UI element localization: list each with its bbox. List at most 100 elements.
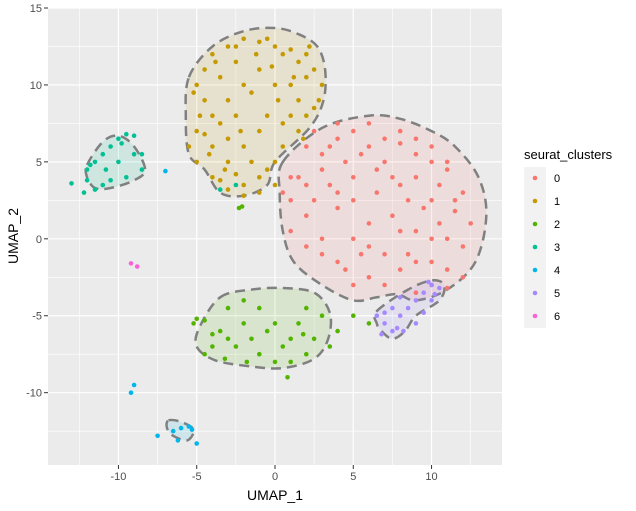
- point-cluster-0: [304, 244, 309, 249]
- point-cluster-5: [382, 310, 387, 316]
- point-cluster-0: [319, 236, 325, 242]
- point-cluster-1: [225, 98, 231, 103]
- point-cluster-1: [249, 159, 254, 165]
- point-cluster-5: [421, 310, 427, 316]
- point-cluster-5: [405, 305, 411, 311]
- point-cluster-3: [84, 178, 90, 183]
- point-cluster-0: [405, 198, 411, 203]
- point-cluster-0: [452, 198, 458, 203]
- point-cluster-0: [460, 275, 466, 280]
- point-cluster-1: [241, 182, 246, 188]
- point-cluster-5: [421, 290, 427, 296]
- point-cluster-4: [194, 441, 199, 446]
- point-cluster-5: [390, 328, 395, 334]
- y-tick-label: 10: [30, 80, 42, 92]
- point-cluster-0: [390, 213, 395, 218]
- point-cluster-0: [351, 282, 356, 288]
- point-cluster-5: [413, 298, 419, 303]
- point-cluster-1: [288, 47, 294, 52]
- point-cluster-3: [92, 159, 98, 165]
- point-cluster-1: [304, 113, 309, 118]
- point-cluster-0: [311, 198, 317, 203]
- point-cluster-1: [194, 128, 199, 134]
- point-cluster-1: [194, 159, 199, 165]
- point-cluster-1: [264, 113, 270, 118]
- point-cluster-1: [272, 82, 278, 88]
- point-cluster-3: [124, 131, 129, 137]
- legend-key-3: [532, 244, 538, 250]
- point-cluster-5: [374, 313, 380, 319]
- point-cluster-0: [397, 182, 403, 188]
- point-cluster-0: [335, 190, 340, 195]
- data-points: [69, 36, 474, 446]
- point-cluster-0: [429, 159, 434, 165]
- point-cluster-0: [437, 182, 442, 188]
- point-cluster-1: [225, 44, 231, 49]
- point-cluster-1: [253, 51, 259, 57]
- point-cluster-0: [429, 236, 434, 242]
- point-cluster-3: [88, 162, 93, 168]
- point-cluster-3: [131, 151, 137, 157]
- point-cluster-1: [233, 59, 239, 65]
- point-cluster-3: [92, 187, 98, 192]
- point-cluster-1: [304, 74, 309, 80]
- point-cluster-3: [116, 159, 121, 165]
- point-cluster-2: [241, 321, 246, 326]
- point-cluster-2: [202, 351, 207, 357]
- point-cluster-0: [280, 190, 286, 195]
- point-cluster-1: [202, 131, 207, 137]
- point-cluster-2: [225, 305, 231, 311]
- point-cluster-0: [288, 175, 294, 180]
- point-cluster-2: [239, 204, 245, 209]
- point-cluster-0: [311, 128, 317, 134]
- point-cluster-1: [257, 128, 262, 134]
- point-cluster-0: [397, 141, 403, 146]
- point-cluster-5: [429, 298, 434, 303]
- point-cluster-3: [217, 187, 223, 192]
- point-cluster-2: [244, 359, 250, 365]
- point-cluster-1: [241, 193, 246, 198]
- point-cluster-0: [366, 244, 372, 249]
- point-cluster-0: [460, 244, 466, 249]
- point-cluster-1: [197, 113, 203, 118]
- point-cluster-3: [108, 178, 113, 183]
- point-cluster-1: [257, 67, 262, 72]
- point-cluster-3: [84, 167, 90, 172]
- point-cluster-1: [217, 74, 223, 80]
- point-cluster-1: [225, 136, 231, 142]
- point-cluster-3: [124, 175, 129, 180]
- point-cluster-5: [437, 285, 442, 291]
- point-cluster-0: [421, 205, 427, 211]
- point-cluster-3: [103, 167, 109, 172]
- point-cluster-2: [319, 313, 325, 319]
- point-cluster-1: [300, 136, 306, 142]
- y-axis-title: UMAP_2: [5, 208, 21, 264]
- x-axis-title: UMAP_1: [247, 487, 303, 503]
- point-cluster-2: [288, 336, 294, 342]
- point-cluster-5: [413, 321, 419, 326]
- point-cluster-1: [241, 144, 246, 149]
- point-cluster-3: [100, 182, 106, 188]
- point-cluster-2: [300, 331, 306, 337]
- point-cluster-2: [241, 298, 246, 303]
- legend-key-2: [532, 221, 538, 227]
- x-tick-label: -5: [192, 471, 202, 483]
- point-cluster-0: [319, 251, 325, 257]
- point-cluster-1: [272, 44, 278, 49]
- point-cluster-0: [397, 228, 403, 234]
- point-cluster-5: [397, 313, 403, 319]
- point-cluster-2: [366, 321, 372, 326]
- point-cluster-2: [311, 336, 317, 342]
- point-cluster-0: [327, 144, 333, 149]
- point-cluster-0: [335, 205, 340, 211]
- x-tick-label: -10: [110, 471, 126, 483]
- point-cluster-0: [296, 175, 301, 180]
- point-cluster-2: [327, 344, 333, 349]
- point-cluster-1: [257, 39, 262, 45]
- legend-entries: 0 1 2 3 4 5 6: [532, 173, 560, 323]
- point-cluster-0: [304, 213, 309, 218]
- y-tick-label: -10: [26, 388, 42, 400]
- point-cluster-3: [233, 182, 239, 188]
- point-cluster-0: [343, 267, 348, 272]
- point-cluster-6: [134, 264, 140, 269]
